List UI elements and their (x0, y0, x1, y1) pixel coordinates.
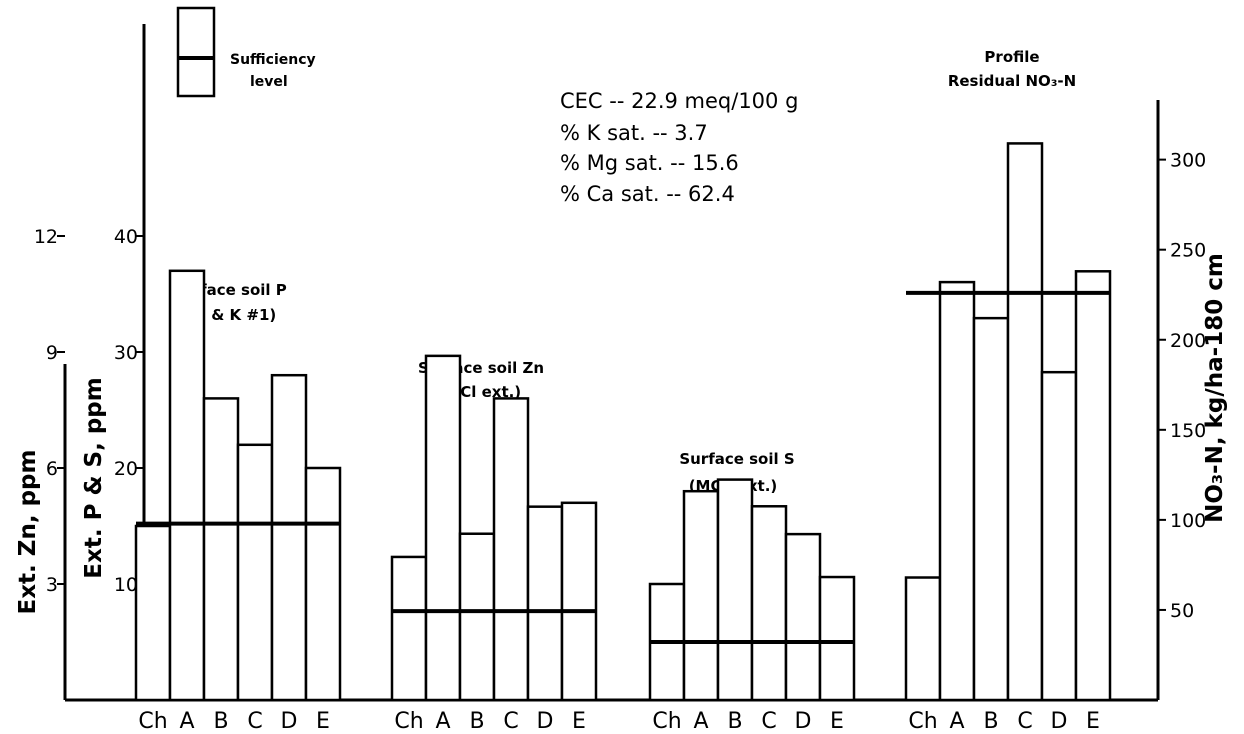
cec-line-3: % Mg sat. -- 15.6 (560, 151, 739, 175)
legend-label-line1: Sufficiency (230, 52, 316, 68)
group-no3-title-1: Profile (984, 48, 1039, 66)
bar-2-C (750, 505, 788, 702)
category-label: B (727, 709, 742, 734)
cec-line-2: % K sat. -- 3.7 (560, 121, 708, 145)
ps-axis-tick-label: 30 (114, 342, 138, 364)
no3-axis-tick-label: 200 (1170, 330, 1206, 352)
zn-axis-tick-label: 12 (34, 226, 58, 248)
bar-0-Ch (134, 524, 172, 702)
no3-axis-tick-label: 50 (1170, 600, 1194, 622)
category-label: D (1051, 709, 1068, 734)
zn-axis-tick-label: 6 (46, 458, 58, 480)
category-label: D (795, 709, 812, 734)
category-label: Ch (652, 709, 681, 734)
bar-2-B (716, 478, 754, 702)
no3-axis-tick-label: 150 (1170, 420, 1206, 442)
group-s-title-1: Surface soil S (679, 450, 794, 468)
bar-1-Ch (390, 555, 428, 702)
bar-1-D (526, 505, 564, 702)
bar-0-E (304, 466, 342, 702)
category-label: E (316, 709, 330, 734)
category-label: A (435, 709, 450, 734)
no3-axis-tick-label: 250 (1170, 240, 1206, 262)
zn-axis-label: Ext. Zn, ppm (15, 450, 41, 615)
bar-2-A (682, 489, 720, 702)
legend-box (176, 6, 216, 98)
bar-2-D (784, 532, 822, 702)
category-label: A (693, 709, 708, 734)
category-label: Ch (908, 709, 937, 734)
bar-0-B (202, 397, 240, 702)
cec-line-1: CEC -- 22.9 meq/100 g (560, 89, 798, 113)
legend-label-line2: level (250, 74, 288, 90)
category-label: C (1017, 709, 1032, 734)
bar-0-D (270, 373, 308, 702)
category-label: E (1086, 709, 1100, 734)
category-label: C (247, 709, 262, 734)
category-label: D (537, 709, 554, 734)
category-label: B (469, 709, 484, 734)
category-label: C (761, 709, 776, 734)
zn-axis-tick-label: 3 (46, 574, 58, 596)
bar-3-Ch (904, 576, 942, 702)
no3-axis-tick-label: 100 (1170, 510, 1206, 532)
group-no3-title-2: Residual NO₃-N (948, 72, 1076, 90)
category-label: B (213, 709, 228, 734)
bar-3-D (1040, 370, 1078, 702)
bar-3-E (1074, 270, 1112, 702)
cec-annotation: CEC -- 22.9 meq/100 g % K sat. -- 3.7 % … (560, 89, 798, 206)
no3-axis-label: NO₃-N, kg/ha-180 cm (1202, 253, 1228, 523)
ps-axis-tick-label: 20 (114, 458, 138, 480)
category-label: Ch (394, 709, 423, 734)
no3-axis-tick-label: 300 (1170, 150, 1206, 172)
zn-axis-tick-label: 9 (46, 342, 58, 364)
bar-1-C (492, 397, 530, 702)
bar-0-C (236, 443, 274, 702)
ps-axis-tick-label: 40 (114, 226, 138, 248)
bar-3-B (972, 316, 1010, 702)
bar-1-B (458, 532, 496, 702)
ps-axis-label: Ext. P & S, ppm (81, 377, 107, 578)
group-p-title-2: (B & K #1) (188, 306, 277, 324)
bar-1-A (424, 354, 462, 702)
legend: Sufficiency level (176, 6, 316, 98)
bar-1-E (560, 501, 598, 702)
bar-0-A (168, 269, 206, 702)
category-label: Ch (138, 709, 167, 734)
category-label: E (572, 709, 586, 734)
category-label: B (983, 709, 998, 734)
category-label: A (949, 709, 964, 734)
category-label: A (179, 709, 194, 734)
cec-line-4: % Ca sat. -- 62.4 (560, 182, 735, 206)
bar-3-A (938, 280, 976, 702)
bar-3-C (1006, 142, 1044, 702)
bar-2-E (818, 575, 856, 702)
ps-axis-tick-label: 10 (114, 574, 138, 596)
category-label: E (830, 709, 844, 734)
category-label: C (503, 709, 518, 734)
category-label: D (281, 709, 298, 734)
